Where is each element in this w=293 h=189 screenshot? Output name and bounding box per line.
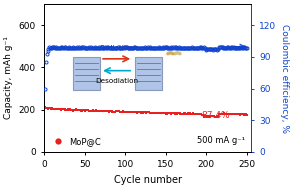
Text: 87.4%: 87.4%	[202, 111, 230, 119]
Bar	[135, 57, 162, 90]
Bar	[73, 57, 100, 90]
Y-axis label: Coulombic efficiency, %: Coulombic efficiency, %	[280, 24, 289, 132]
Text: 500 mA g⁻¹: 500 mA g⁻¹	[197, 136, 245, 145]
Text: Sodiation: Sodiation	[100, 46, 134, 51]
Y-axis label: Capacity, mAh g⁻¹: Capacity, mAh g⁻¹	[4, 37, 13, 119]
X-axis label: Cycle number: Cycle number	[114, 175, 182, 185]
Legend: MoP@C: MoP@C	[48, 136, 103, 148]
Text: Desodiation: Desodiation	[95, 78, 138, 84]
